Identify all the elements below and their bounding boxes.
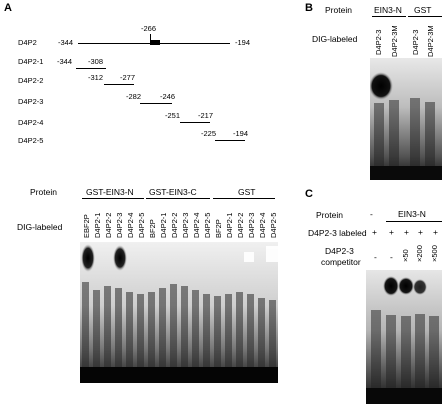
ebs-marker xyxy=(150,40,160,45)
lane-label: D4P2-2 xyxy=(236,212,245,238)
panel-b-group-label: EIN3-N xyxy=(374,5,402,15)
panel-b-group-underline xyxy=(372,16,406,17)
gel-a-dig-label: DIG-labeled xyxy=(17,222,63,232)
lane-label: D4P2-3 xyxy=(411,29,420,55)
panel-c-competitor-value: ×200 xyxy=(415,245,424,262)
map-row-name: D4P2-4 xyxy=(18,118,44,127)
map-row-name: D4P2-1 xyxy=(18,57,44,66)
panel-c-protein-label: Protein xyxy=(316,210,343,220)
panel-c-competitor-value: - xyxy=(374,252,377,262)
lane-label: D4P2-2 xyxy=(104,212,113,238)
panel-b-group-label: GST xyxy=(414,5,432,15)
gel-a-group-label: GST xyxy=(238,187,256,197)
lane-label: D4P2-3 xyxy=(181,212,190,238)
panel-c-labeled-value: + xyxy=(389,227,394,237)
fragment-line xyxy=(215,140,245,141)
map-row-end: -194 xyxy=(235,38,251,47)
panel-b-letter: B xyxy=(305,2,313,14)
panel-c-competitor-label: competitor xyxy=(321,257,361,267)
fragment-line xyxy=(180,122,210,123)
gel-a-group-underline xyxy=(213,198,275,199)
panel-c-labeled-label: D4P2-3 labeled xyxy=(308,228,367,238)
map-row-start: -251 xyxy=(165,111,181,120)
marker-tick xyxy=(150,34,151,41)
panel-c-competitor-value: - xyxy=(390,252,393,262)
map-row-name: D4P2-2 xyxy=(18,76,44,85)
map-row-name: D4P2-5 xyxy=(18,136,44,145)
map-row-end: -277 xyxy=(120,73,136,82)
lane-label: D4P2-5 xyxy=(137,212,146,238)
panel-c-labeled-value: + xyxy=(418,227,423,237)
lane-label: D4P2-3 xyxy=(247,212,256,238)
map-row-start: -344 xyxy=(58,38,74,47)
map-row-name: D4P2 xyxy=(18,38,37,47)
lane-label: D4P2-3 xyxy=(115,212,124,238)
panel-b-dig-label: DIG-labeled xyxy=(312,34,358,44)
panel-b-protein-label: Protein xyxy=(325,5,352,15)
fragment-line xyxy=(76,68,106,69)
lane-label: D4P2-3M xyxy=(426,25,435,57)
panel-c-labeled-value: + xyxy=(433,227,438,237)
lane-label: EBF2P xyxy=(82,214,91,238)
map-row-start: -225 xyxy=(201,129,217,138)
lane-label: D4P2-1 xyxy=(225,212,234,238)
map-row-start: -312 xyxy=(88,73,104,82)
fragment-line xyxy=(140,103,172,104)
panel-c-competitor-value: ×50 xyxy=(401,249,410,262)
panel-c-competitor-value: ×500 xyxy=(430,245,439,262)
map-row-end: -217 xyxy=(198,111,214,120)
lane-label: D4P2-3 xyxy=(374,29,383,55)
map-row-start: -344 xyxy=(57,57,73,66)
gel-a-group-label: GST-EIN3-C xyxy=(149,187,197,197)
gel-a-protein-label: Protein xyxy=(30,187,57,197)
gel-a-group-underline xyxy=(82,198,144,199)
lane-label: D4P2-5 xyxy=(269,212,278,238)
map-row-end: -194 xyxy=(233,129,249,138)
gel-b-image xyxy=(370,58,442,180)
map-row-name: D4P2-3 xyxy=(18,97,44,106)
fragment-line xyxy=(104,84,134,85)
panel-b-group-underline xyxy=(408,16,442,17)
lane-label: D4P2-4 xyxy=(192,212,201,238)
panel-c-labeled-value: + xyxy=(404,227,409,237)
lane-label: BF2P xyxy=(214,219,223,238)
gel-c-image xyxy=(366,270,442,404)
gel-a-image xyxy=(80,242,278,383)
lane-label: D4P2-4 xyxy=(258,212,267,238)
lane-label: BF2P xyxy=(148,219,157,238)
map-row-start: -282 xyxy=(126,92,142,101)
panel-c-protein-value: EIN3-N xyxy=(398,209,426,219)
gel-a-group-label: GST-EIN3-N xyxy=(86,187,134,197)
lane-label: D4P2-1 xyxy=(93,212,102,238)
panel-c-competitor-label: D4P2-3 xyxy=(325,246,354,256)
lane-label: D4P2-1 xyxy=(159,212,168,238)
panel-c-group-underline xyxy=(386,221,442,222)
gel-a-group-underline xyxy=(146,198,210,199)
panel-c-protein-value: - xyxy=(370,209,373,219)
lane-label: D4P2-3M xyxy=(390,25,399,57)
lane-label: D4P2-5 xyxy=(203,212,212,238)
marker-label: -266 xyxy=(141,24,157,33)
panel-c-labeled-value: + xyxy=(372,227,377,237)
panel-a-letter: A xyxy=(4,2,12,14)
map-row-end: -308 xyxy=(88,57,104,66)
lane-label: D4P2-4 xyxy=(126,212,135,238)
panel-c-letter: C xyxy=(305,188,313,200)
lane-label: D4P2-2 xyxy=(170,212,179,238)
map-row-end: -246 xyxy=(160,92,176,101)
